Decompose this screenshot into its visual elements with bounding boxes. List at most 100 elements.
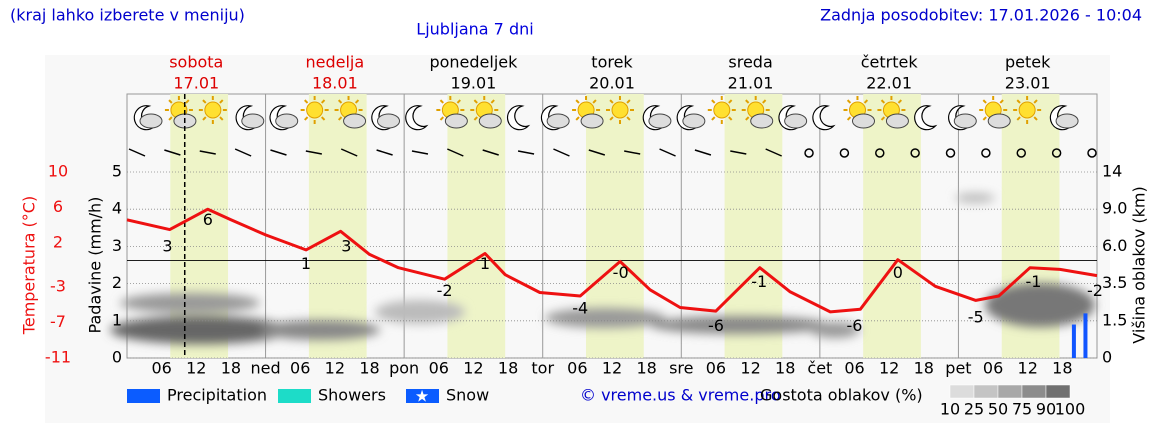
weather-icon	[1013, 95, 1042, 125]
day-date: 17.01	[173, 74, 219, 93]
temp-tick-label: 2	[53, 232, 63, 251]
cloud-swatch	[949, 384, 975, 399]
sun-ray	[728, 99, 733, 104]
sun-ray	[745, 116, 750, 121]
y-tick-label: 4	[112, 199, 122, 218]
cloud	[241, 113, 265, 129]
sun-ray	[982, 116, 987, 121]
sun-ray	[711, 99, 716, 104]
weather-icon	[676, 105, 706, 131]
day-date: 23.01	[1005, 74, 1051, 93]
x-tick-label: 12	[186, 359, 206, 378]
cloud-density	[110, 193, 1095, 344]
weather-icon	[133, 105, 163, 131]
sun	[713, 101, 731, 119]
cloud	[852, 113, 875, 129]
weather-icon	[1049, 105, 1079, 131]
x-tick-label: 18	[498, 359, 518, 378]
sun-ray	[473, 116, 478, 121]
temp-label: -5	[968, 307, 984, 326]
calm	[839, 148, 850, 158]
cloud	[478, 113, 502, 129]
y-tick-label: 3	[112, 236, 122, 255]
temp-axis-title: Temperatura (°C)	[20, 196, 39, 335]
sun	[1018, 101, 1036, 119]
temp-label: -2	[1087, 281, 1103, 300]
temp-tick-label: 6	[53, 197, 63, 216]
day-name: ponedeljek	[429, 53, 518, 72]
weather-icon	[572, 95, 604, 129]
x-tick-label: 06	[151, 359, 171, 378]
cloud-swatch	[1021, 384, 1047, 399]
sun-ray	[439, 99, 444, 104]
cloud	[784, 113, 808, 129]
weather-icon	[642, 105, 672, 131]
weather-icon	[540, 105, 570, 131]
daylight-band	[863, 94, 921, 358]
weather-icon	[812, 105, 836, 131]
temp-label: 3	[162, 237, 172, 256]
cloud	[580, 113, 604, 129]
sun-ray	[880, 99, 886, 104]
cloud-legend-tick: 10	[940, 400, 960, 419]
weather-icon	[300, 95, 329, 125]
x-tick-label: 12	[1018, 359, 1038, 378]
weather-icon	[707, 95, 736, 125]
y2-tick-label: 0	[1102, 348, 1112, 367]
daylight-band	[170, 94, 229, 358]
sun-ray	[846, 99, 852, 104]
x-tick-label: 06	[429, 359, 449, 378]
moon	[405, 105, 429, 131]
day-name: nedelja	[306, 53, 365, 72]
x-tick-label: 06	[567, 359, 587, 378]
sun	[306, 101, 324, 119]
sun-ray	[592, 99, 597, 104]
x-tick-label: 18	[775, 359, 795, 378]
x-tick-label: tor	[531, 359, 554, 378]
temp-label: -2	[437, 281, 453, 300]
legend-label: Showers	[318, 386, 386, 405]
cloud	[648, 113, 672, 129]
wind-barb	[199, 150, 216, 155]
temp-tick-label: 10	[48, 162, 68, 181]
temp-label: 0	[893, 263, 903, 282]
temp-label: -4	[572, 299, 588, 318]
wind-barb	[624, 150, 641, 155]
title: Ljubljana 7 dni	[416, 20, 533, 39]
y2-tick-label: 9.0	[1102, 199, 1127, 218]
y-axis-title: Padavine (mm/h)	[86, 197, 105, 334]
wind-barb	[694, 149, 712, 156]
x-tick-label: 18	[914, 359, 934, 378]
sun-ray	[575, 99, 580, 104]
x-tick-label: 06	[983, 359, 1003, 378]
x-tick-label: sre	[669, 359, 693, 378]
day-name: sreda	[728, 53, 772, 72]
sun-ray	[626, 116, 631, 121]
calm	[910, 148, 920, 158]
temp-label: 6	[203, 210, 213, 229]
cloud-legend-tick: 100	[1055, 400, 1086, 419]
moon	[914, 105, 938, 131]
weather-icon	[979, 95, 1011, 129]
calm	[1051, 148, 1062, 158]
snow-star: ★	[415, 387, 429, 406]
sun-ray	[728, 116, 733, 121]
legend-swatch	[278, 389, 311, 403]
sun-ray	[711, 116, 716, 121]
sun-ray	[168, 99, 173, 104]
sun-ray	[609, 99, 614, 104]
weather-icon	[506, 105, 531, 131]
sun-ray	[168, 116, 173, 121]
calm	[1016, 148, 1027, 158]
calm	[945, 148, 956, 158]
sun-ray	[1016, 99, 1021, 104]
legend-label: Precipitation	[167, 386, 267, 405]
legend-swatch	[406, 389, 439, 403]
sun-ray	[354, 99, 360, 104]
moon	[812, 105, 836, 131]
temp-label: -1	[751, 272, 767, 291]
wind-barb	[128, 148, 146, 157]
precipitation-bar	[1071, 324, 1076, 358]
sun-ray	[762, 99, 767, 104]
